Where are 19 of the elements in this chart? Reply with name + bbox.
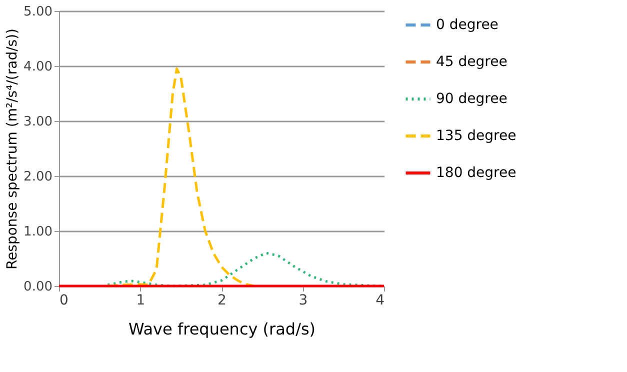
y-tick-label: 0.00 (24, 280, 52, 294)
y-tick-label: 1.00 (24, 224, 52, 240)
line-series (106, 68, 256, 288)
y-tick-label: 3.00 (24, 114, 52, 130)
y-tick-label: 2.00 (24, 170, 52, 184)
x-tick-label: 2 (218, 292, 226, 308)
y-tick-label: 5.00 (24, 4, 52, 20)
x-tick-label: 0 (60, 292, 68, 308)
legend-label: 135 degree (436, 128, 516, 144)
legend-label: 0 degree (436, 17, 498, 33)
y-tick-label: 4.00 (24, 60, 52, 74)
legend-label: 90 degree (436, 91, 508, 107)
legend-label: 180 degree (436, 165, 516, 181)
legend-label: 45 degree (436, 54, 508, 70)
x-axis-title: Wave frequency (rad/s) (128, 320, 316, 338)
x-tick-label: 3 (298, 292, 308, 308)
x-tick-label: 1 (136, 292, 146, 308)
x-tick-label: 4 (376, 292, 385, 308)
y-axis-title: Response spectrum (m²/s⁴/(rad/s)) (4, 28, 21, 270)
